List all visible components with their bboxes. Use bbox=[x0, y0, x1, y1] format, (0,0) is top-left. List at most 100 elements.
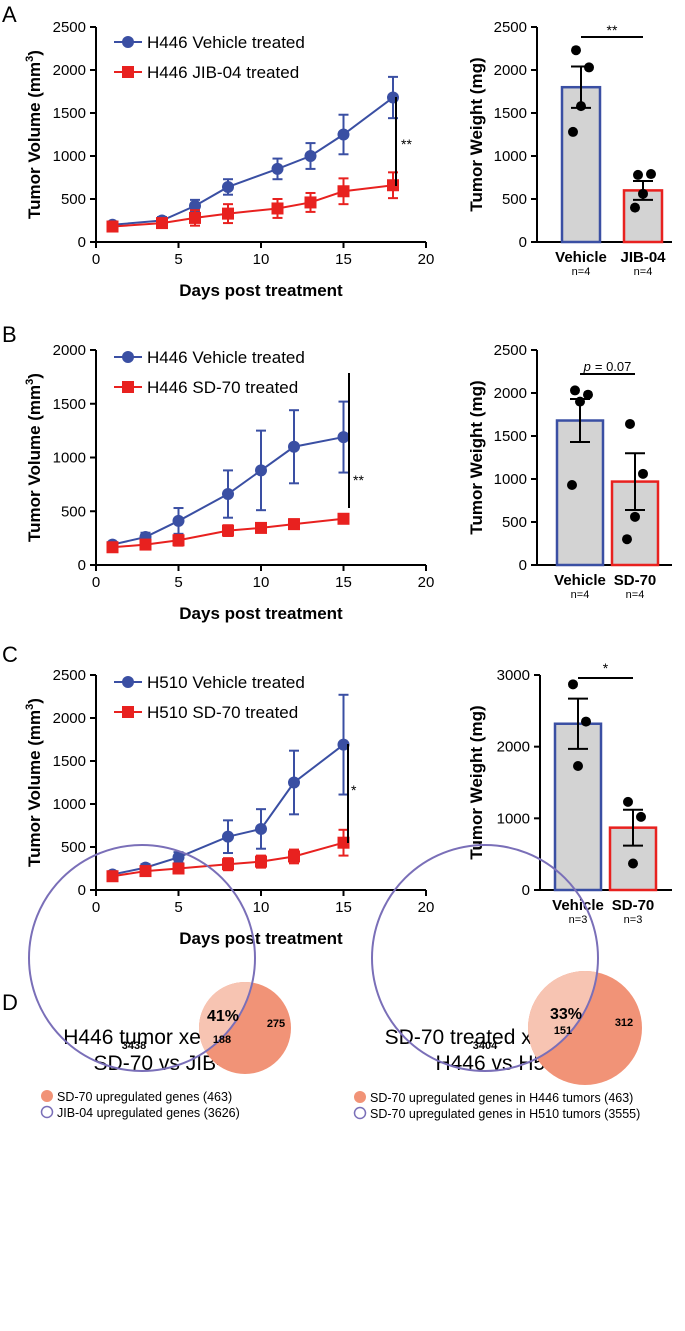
b-y-tick-label: 1500 bbox=[53, 396, 86, 413]
venn-right-percent: 33% bbox=[550, 1006, 582, 1023]
b-legend-marker bbox=[122, 351, 134, 363]
a-data-point bbox=[106, 220, 119, 233]
c-bar-data-point bbox=[623, 796, 633, 807]
c-data-point bbox=[288, 850, 300, 863]
venn-left-big-circle bbox=[28, 844, 256, 1072]
a-y-axis-label-part: 3 bbox=[24, 56, 36, 62]
c-y-axis-label-part: ) bbox=[25, 698, 44, 704]
b-bar-data-point bbox=[583, 389, 593, 400]
c-x-axis-label: Days post treatment bbox=[179, 929, 343, 948]
a-data-point bbox=[189, 199, 201, 212]
b-x-axis-label: Days post treatment bbox=[179, 604, 343, 623]
a-bar-category-label: Vehicle bbox=[555, 249, 607, 266]
a-data-point bbox=[222, 207, 234, 220]
venn-left-title-2: SD-70 vs JIB-04 bbox=[94, 1052, 247, 1075]
c-legend-entry: H510 Vehicle treated bbox=[147, 673, 305, 692]
c-y-axis-label-part: Tumor Volume (mm bbox=[25, 710, 44, 867]
a-bar-y-tick-label: 2500 bbox=[494, 19, 527, 36]
venn-right-legend-swatch-small bbox=[354, 1091, 366, 1103]
a-bar-y-tick-label: 1500 bbox=[494, 105, 527, 122]
b-bar-n-label: n=4 bbox=[626, 589, 645, 601]
c-x-tick-label: 5 bbox=[174, 899, 182, 916]
a-data-point bbox=[387, 179, 399, 192]
a-x-tick-label: 10 bbox=[253, 251, 270, 268]
a-y-tick-label: 1000 bbox=[53, 148, 86, 165]
venn-diagram-right: SD-70 treated xenografts H446 vs H510 33… bbox=[353, 844, 642, 1121]
b-data-point bbox=[172, 514, 185, 527]
c-bar-y-tick-label: 2000 bbox=[497, 739, 530, 756]
b-bar-y-tick-label: 0 bbox=[519, 557, 527, 574]
a-bar-data-point bbox=[646, 169, 656, 180]
venn-left-percent: 41% bbox=[207, 1008, 239, 1025]
b-legend-entry: H446 SD-70 treated bbox=[147, 378, 298, 397]
c-x-tick-label: 0 bbox=[92, 899, 100, 916]
a-y-tick-label: 2000 bbox=[53, 62, 86, 79]
b-bar-data-point bbox=[625, 418, 635, 429]
line-chart-c: 0 500 1000 1500 2000 2500 0 5 10 15 20 Days post tr… bbox=[24, 667, 434, 948]
c-y-axis-label-part: 3 bbox=[24, 704, 36, 710]
b-bar-category-label: Vehicle bbox=[554, 572, 606, 589]
c-bar-y-tick-label: 0 bbox=[522, 882, 530, 899]
c-legend-marker bbox=[122, 706, 134, 718]
b-y-tick-label: 0 bbox=[78, 557, 86, 574]
c-y-tick-label: 1000 bbox=[53, 796, 86, 813]
b-legend-marker bbox=[122, 381, 134, 393]
c-bar-data-point bbox=[568, 679, 578, 690]
c-y-axis-label: Tumor Volume (mm3) bbox=[24, 698, 44, 867]
c-data-point bbox=[222, 858, 234, 871]
c-bar-y-tick-label: 1000 bbox=[497, 810, 530, 827]
b-significance-label: ** bbox=[353, 472, 364, 488]
b-bar-category-label: SD-70 bbox=[614, 572, 657, 589]
a-data-point bbox=[189, 211, 201, 224]
b-y-tick-label: 2000 bbox=[53, 342, 86, 359]
c-data-point bbox=[337, 738, 350, 751]
c-bar-data-point bbox=[573, 761, 583, 772]
a-bar-data-point bbox=[571, 45, 581, 56]
a-bar-data-point bbox=[638, 188, 648, 199]
a-data-point bbox=[387, 91, 399, 104]
a-data-point bbox=[156, 217, 168, 230]
b-data-point bbox=[337, 431, 350, 444]
panel-label-c: C bbox=[2, 642, 18, 667]
b-bar-y-tick-label: 2000 bbox=[494, 385, 527, 402]
a-data-point bbox=[222, 180, 234, 193]
a-bar-y-tick-label: 2000 bbox=[494, 62, 527, 79]
b-bar-p-symbol: p bbox=[583, 359, 591, 374]
venn-left-legend-small: SD-70 upregulated genes (463) bbox=[57, 1090, 232, 1104]
b-y-axis-label-part: 3 bbox=[24, 379, 36, 385]
a-legend-marker bbox=[122, 36, 134, 48]
b-bar-data-point bbox=[630, 511, 640, 522]
a-x-tick-label: 15 bbox=[335, 251, 352, 268]
c-bar-n-label: n=3 bbox=[624, 914, 643, 926]
c-bar-data-point bbox=[581, 716, 591, 727]
line-chart-b: 0 500 1000 1500 2000 0 5 10 15 20 Days post treatm… bbox=[24, 342, 434, 623]
a-bar-y-tick-label: 500 bbox=[502, 191, 527, 208]
b-y-tick-label: 1000 bbox=[53, 450, 86, 467]
a-y-axis-label-part: Tumor Volume (mm bbox=[25, 62, 44, 219]
a-y-tick-label: 500 bbox=[61, 191, 86, 208]
a-data-point bbox=[271, 202, 284, 215]
c-y-tick-label: 0 bbox=[78, 882, 86, 899]
b-data-point bbox=[288, 518, 300, 531]
a-legend-entry: H446 JIB-04 treated bbox=[147, 63, 299, 82]
venn-right-overlap-count: 151 bbox=[554, 1025, 572, 1037]
bar-chart-b: 0 500 1000 1500 2000 2500 Tumor Weight (mg) Veh… bbox=[467, 342, 672, 601]
c-bar-category-label: Vehicle bbox=[552, 897, 604, 914]
venn-right-legend-small: SD-70 upregulated genes in H446 tumors (… bbox=[370, 1091, 633, 1105]
b-bar-y-tick-label: 500 bbox=[502, 514, 527, 531]
a-bar-y-tick-label: 0 bbox=[519, 234, 527, 251]
b-bar-y-tick-label: 1500 bbox=[494, 428, 527, 445]
a-bar-data-point bbox=[568, 126, 578, 137]
a-x-tick-label: 20 bbox=[418, 251, 435, 268]
c-legend-entry: H510 SD-70 treated bbox=[147, 703, 298, 722]
b-data-point bbox=[337, 512, 350, 525]
b-data-point bbox=[106, 541, 119, 554]
bar-chart-a: 0 500 1000 1500 2000 2500 Tumor Weight (mg) Veh… bbox=[467, 19, 672, 278]
b-x-tick-label: 20 bbox=[418, 574, 435, 591]
b-data-point bbox=[139, 538, 152, 551]
a-series-line bbox=[112, 96, 394, 226]
c-data-point bbox=[222, 830, 234, 843]
c-bar-category-label: SD-70 bbox=[612, 897, 655, 914]
